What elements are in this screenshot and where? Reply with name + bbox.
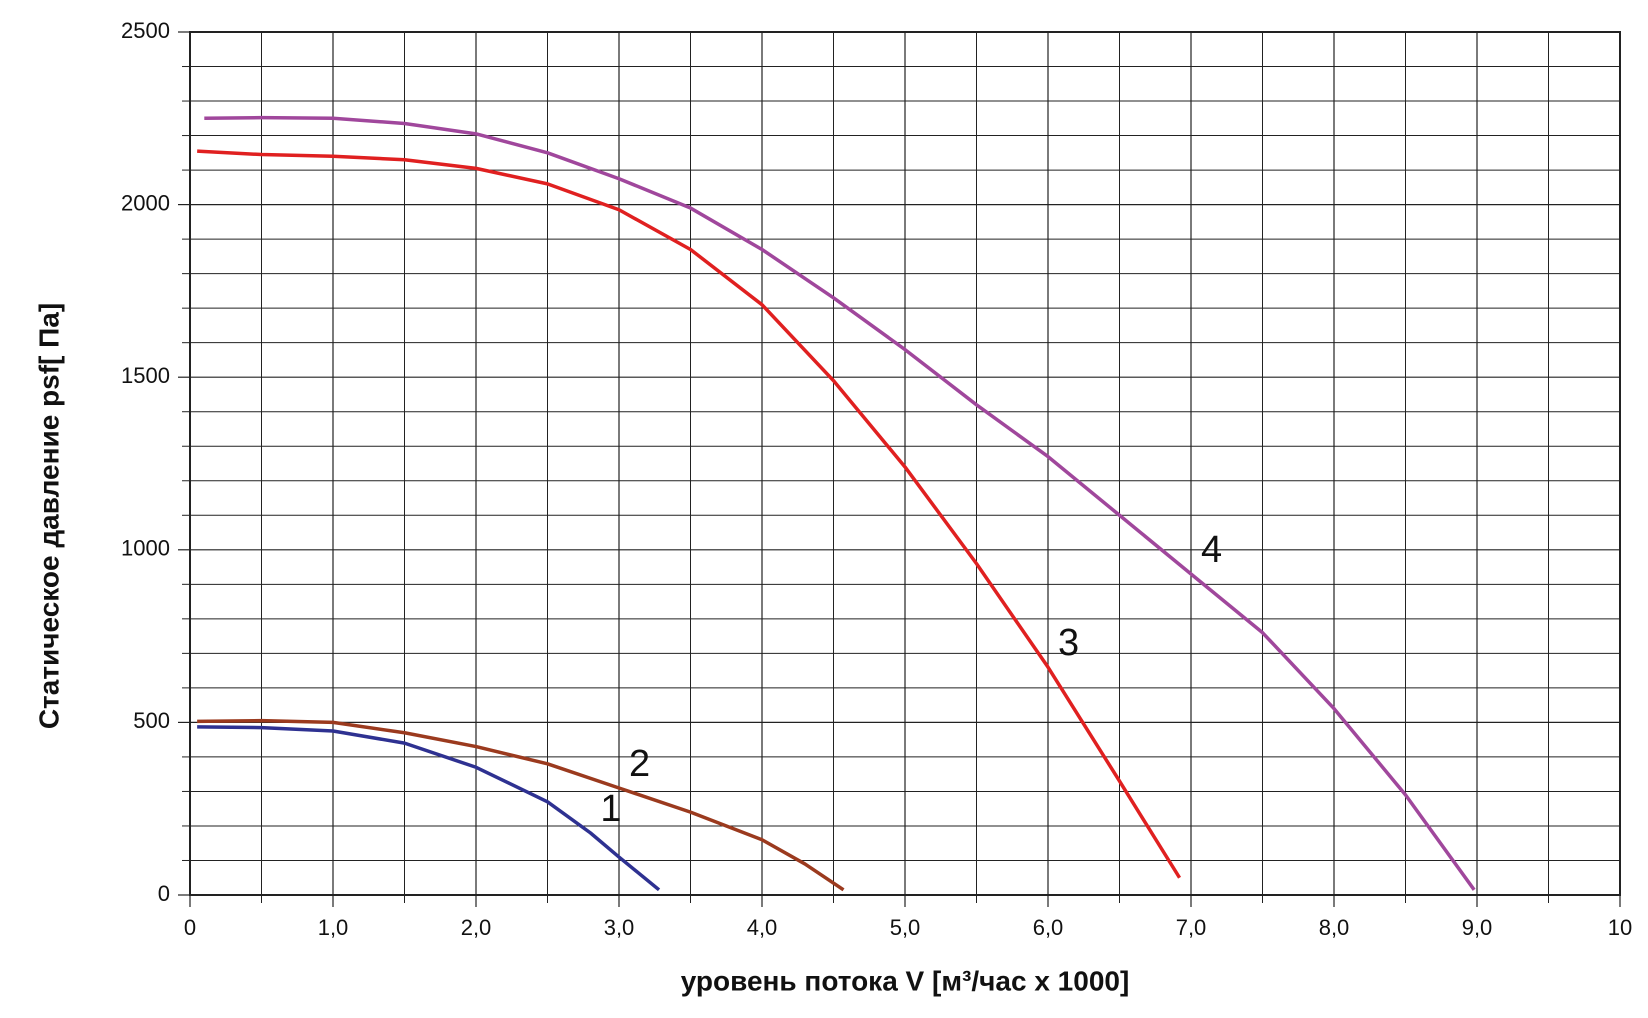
series-line: [204, 115, 1476, 891]
y-tick-label: 0: [158, 881, 170, 906]
series-line: [197, 718, 845, 892]
x-tick-label: 7,0: [1176, 915, 1207, 940]
x-tick-label: 5,0: [890, 915, 921, 940]
x-tick-label: 2,0: [461, 915, 492, 940]
y-tick-label: 1500: [121, 363, 170, 388]
x-tick-label: 8,0: [1319, 915, 1350, 940]
series-line: [197, 149, 1182, 879]
series-label: 4: [1201, 529, 1222, 571]
series-label: 1: [600, 788, 621, 830]
x-tick-label: 4,0: [747, 915, 778, 940]
y-tick-label: 2000: [121, 190, 170, 215]
x-tick-label: 10: [1608, 915, 1632, 940]
y-tick-label: 1000: [121, 536, 170, 561]
x-axis-title: уровень потока V [м³/час x 1000]: [681, 965, 1130, 996]
plot-frame: [189, 31, 1621, 896]
x-tick-label: 6,0: [1033, 915, 1064, 940]
y-tick-label: 2500: [121, 18, 170, 43]
y-tick-label: 500: [133, 708, 170, 733]
y-axis-title: Статическое давление psf[ Па]: [33, 303, 64, 729]
x-tick-label: 9,0: [1462, 915, 1493, 940]
x-tick-label: 0: [184, 915, 196, 940]
series-label: 2: [629, 743, 650, 785]
x-tick-label: 1,0: [318, 915, 349, 940]
series-line: [197, 725, 661, 892]
series-label: 3: [1058, 622, 1079, 664]
x-tick-label: 3,0: [604, 915, 635, 940]
